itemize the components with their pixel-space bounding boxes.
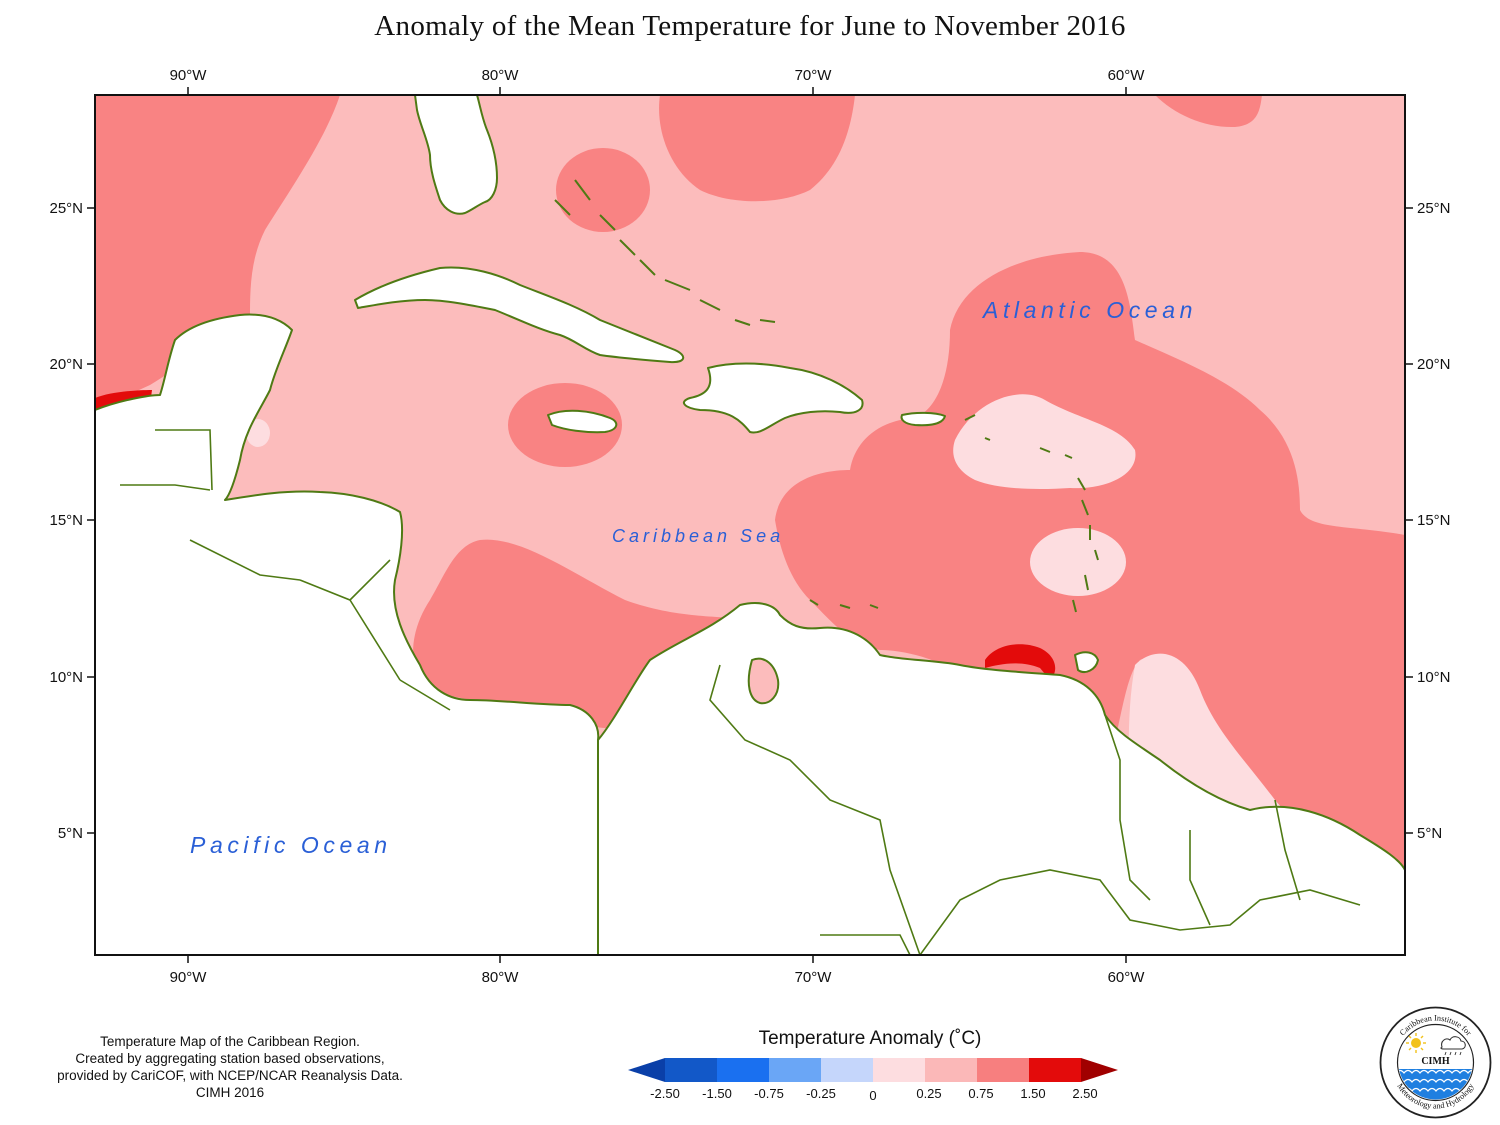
colorbar-swatch [821, 1058, 873, 1082]
bahamas-zone [556, 148, 650, 232]
colorbar-arrow-high [1081, 1058, 1118, 1082]
sun-icon [1406, 1033, 1426, 1053]
left-tick-label: 5°N [58, 825, 83, 842]
colorbar-tick-label: 0.75 [968, 1086, 993, 1101]
hispaniola [682, 362, 864, 434]
brazil-border [919, 869, 1361, 955]
south-america [597, 602, 1405, 955]
land-masses [95, 95, 1405, 955]
colorbar-tick-label: 1.50 [1020, 1086, 1045, 1101]
tick-marks [87, 87, 1413, 963]
cuba [354, 266, 685, 364]
atlantic-ocean-label: Atlantic Ocean [981, 297, 1197, 323]
credit-line: Temperature Map of the Caribbean Region. [100, 1034, 360, 1049]
right-tick-label: 15°N [1417, 512, 1451, 529]
colorbar-swatch [925, 1058, 977, 1082]
yucatan-central-america [95, 313, 600, 955]
bottom-tick-label: 90°W [170, 969, 208, 986]
central-america-borders [189, 539, 451, 711]
colorbar-title: Temperature Anomaly (˚C) [758, 1028, 982, 1049]
far-north-zone [1155, 95, 1262, 128]
florida [414, 95, 498, 215]
credit-block: Temperature Map of the Caribbean Region.… [20, 1033, 440, 1101]
right-tick-label: 25°N [1417, 200, 1451, 217]
jamaica [547, 409, 618, 434]
top-tick-label: 90°W [170, 67, 208, 84]
colorbar-arrow-low [628, 1058, 665, 1082]
bottom-tick-label: 60°W [1108, 969, 1146, 986]
guatemala-border [120, 429, 213, 491]
top-tick-label: 80°W [482, 67, 520, 84]
colorbar-swatch [977, 1058, 1029, 1082]
colorbar-tick-label: 0.25 [916, 1086, 941, 1101]
lake-maracaibo [747, 657, 780, 705]
lesser-antilles-pale-zone [953, 394, 1136, 490]
logo-center-text: CIMH [1421, 1056, 1450, 1067]
left-tick-label: 15°N [49, 512, 83, 529]
colorbar-tick-label: 0 [869, 1088, 876, 1103]
colorbar-tick-label: 2.50 [1072, 1086, 1097, 1101]
colorbar [628, 1058, 1118, 1082]
colorbar-tick-label: -0.75 [754, 1086, 784, 1101]
credit-line: provided by CariCOF, with NCEP/NCAR Rean… [57, 1068, 403, 1083]
colorbar-tick-label: -2.50 [650, 1086, 680, 1101]
credit-line: Created by aggregating station based obs… [75, 1051, 385, 1066]
top-tick-label: 60°W [1108, 67, 1146, 84]
colorbar-swatch [717, 1058, 769, 1082]
map-frame [94, 94, 1406, 956]
suriname-guiana-border [1274, 799, 1301, 901]
venezuela-red-zone [985, 644, 1056, 680]
colorbar-swatch [873, 1058, 925, 1082]
bottom-tick-label: 70°W [795, 969, 833, 986]
north-atlantic-zone [659, 95, 855, 202]
cimh-logo: Caribbean Institute for Meteorology and … [1379, 1006, 1492, 1119]
colorbar-tick-label: -0.25 [806, 1086, 836, 1101]
venezuela-islands [809, 599, 879, 609]
lesser-antilles-islands [964, 414, 1099, 613]
left-tick-label: 20°N [49, 356, 83, 373]
gulf-of-mexico-zone [95, 95, 340, 410]
map-title: Anomaly of the Mean Temperature for June… [374, 10, 1126, 42]
left-tick-label: 25°N [49, 200, 83, 217]
right-tick-label: 10°N [1417, 669, 1451, 686]
venezuela-guyana-border [1104, 714, 1151, 901]
pacific-ocean-label: Pacific Ocean [190, 832, 392, 858]
small-islands [554, 179, 1099, 613]
belize-pale-zone [246, 419, 270, 447]
caribbean-sea-label: Caribbean Sea [612, 526, 784, 546]
guyana-suriname-border [1189, 830, 1211, 926]
colorbar-swatch [769, 1058, 821, 1082]
trinidad [1074, 651, 1099, 673]
right-tick-label: 5°N [1417, 825, 1442, 842]
left-tick-label: 10°N [49, 669, 83, 686]
map-panel [95, 95, 1405, 955]
puerto-rico [900, 411, 946, 427]
windward-pale-zone [1030, 528, 1126, 596]
country-borders [120, 429, 1361, 955]
colorbar-swatch [665, 1058, 717, 1082]
colombia-border-south [820, 934, 911, 955]
right-tick-label: 20°N [1417, 356, 1451, 373]
rain-cloud-icon [1440, 1036, 1466, 1056]
bahamas-islands [554, 179, 776, 326]
top-tick-label: 70°W [795, 67, 833, 84]
colorbar-swatch [1029, 1058, 1081, 1082]
eastern-caribbean-atlantic-zone [775, 252, 1405, 955]
credit-line: CIMH 2016 [195, 1085, 265, 1100]
bottom-tick-label: 80°W [482, 969, 520, 986]
colorbar-tick-label: -1.50 [702, 1086, 732, 1101]
colombia-venezuela-border [709, 664, 921, 955]
